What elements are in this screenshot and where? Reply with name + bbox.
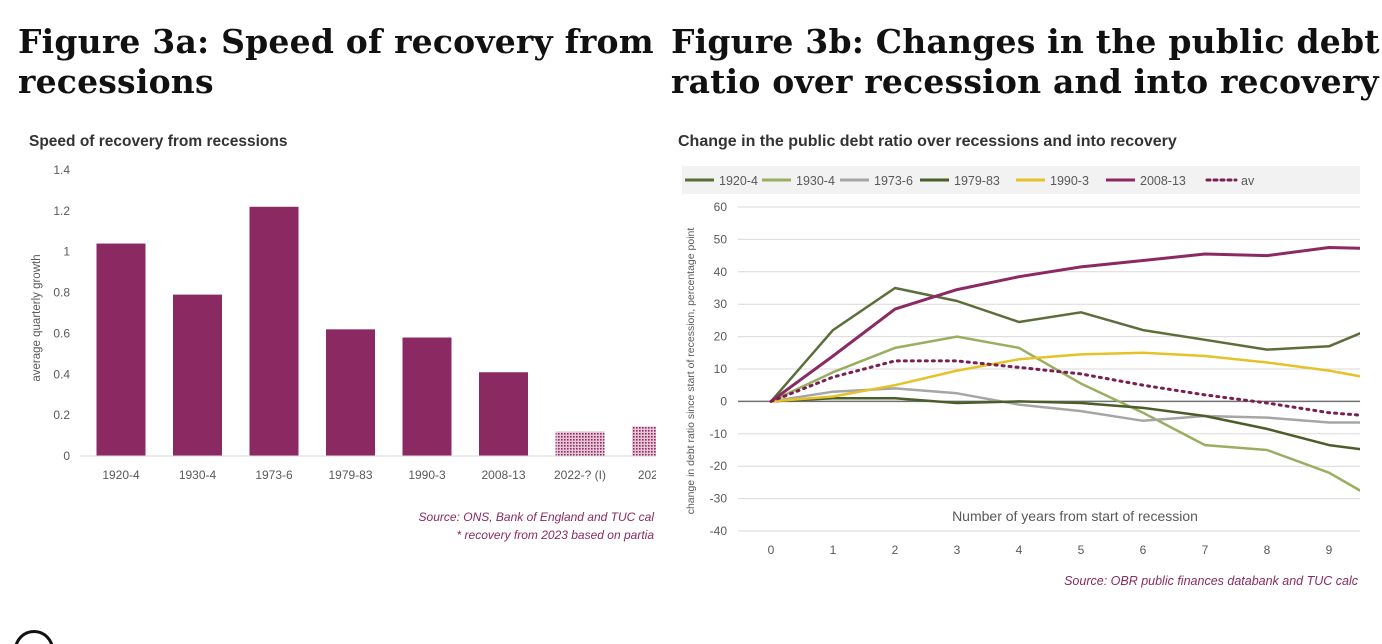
chart-a-bar	[632, 426, 656, 456]
chart-b-ytick-label: 30	[714, 297, 728, 311]
chart-b-ytick-label: 50	[714, 232, 728, 246]
chart-a-xtick-label: 1920-4	[102, 468, 140, 482]
chart-b-legend-label: 1990-3	[1050, 174, 1089, 188]
chart-a-xtick-label: 1930-4	[179, 468, 217, 482]
chart-a-bar	[479, 372, 528, 456]
debt-ratio-line-chart: Change in the public debt ratio over rec…	[678, 133, 1360, 588]
figure-3a-heading: Figure 3a: Speed of recovery from recess…	[18, 22, 654, 102]
chart-b-legend-label: 1920-4	[719, 174, 758, 188]
figure-3b-heading-line2: ratio over recession and into recovery	[671, 62, 1379, 101]
chart-b-xtick-label: 9	[1326, 543, 1333, 557]
chart-b-xtick-label: 5	[1078, 543, 1085, 557]
chart-b-series-line	[770, 286, 1360, 403]
chart-a-ytick-label: 1.2	[53, 204, 70, 218]
chart-b-series-line	[770, 387, 1360, 424]
chart-b-ytick-label: 60	[714, 200, 728, 214]
chart-b-xtick-label: 1	[830, 543, 837, 557]
chart-b-xtick-label: 6	[1140, 543, 1147, 557]
chart-b-xlabel: Number of years from start of recession	[952, 508, 1198, 524]
chart-b-ytick-label: 20	[714, 330, 728, 344]
chart-b-title: Change in the public debt ratio over rec…	[678, 133, 1177, 150]
chart-b-series-line	[770, 396, 1360, 451]
chart-a-ylabel: average quarterly growth	[31, 254, 43, 381]
chart-a-ytick-label: 0.6	[53, 326, 70, 340]
chart-b-ytick-label: 40	[714, 265, 728, 279]
chart-a-bar	[249, 206, 299, 456]
figure-3b-heading-line1: Figure 3b: Changes in the public debt	[671, 22, 1380, 61]
figure-3b-heading: Figure 3b: Changes in the public debt ra…	[671, 22, 1380, 102]
chart-b-ytick-label: -40	[710, 524, 728, 538]
chart-a-ytick-label: 1.4	[53, 163, 70, 177]
chart-a-xtick-label: 1990-3	[408, 468, 446, 482]
chart-a-bar	[402, 337, 452, 456]
chart-b-legend-label: 1973-6	[874, 174, 913, 188]
chart-b-xtick-label: 2	[892, 543, 899, 557]
chart-a-ytick-label: 0.4	[53, 367, 70, 381]
page-corner-mark	[14, 630, 54, 644]
chart-a-title: Speed of recovery from recessions	[29, 133, 287, 150]
chart-a-ytick-label: 0.8	[53, 286, 70, 300]
chart-b-legend-label: 1979-83	[954, 174, 1000, 188]
chart-b-xtick-label: 8	[1264, 543, 1271, 557]
chart-a-bar	[96, 243, 146, 456]
chart-b-legend-label: 2008-13	[1140, 174, 1186, 188]
chart-a-source: Source: ONS, Bank of England and TUC cal	[419, 510, 655, 524]
chart-b-legend-label: 1930-4	[796, 174, 835, 188]
chart-b-series-line	[769, 359, 1360, 417]
chart-a-bar	[326, 329, 375, 456]
figure-3a-heading-line2: recessions	[18, 62, 214, 101]
chart-a-ytick-label: 0	[63, 449, 70, 463]
chart-a-footnote: * recovery from 2023 based on partia	[457, 528, 655, 542]
chart-a-bar	[173, 294, 222, 456]
chart-b-ytick-label: -20	[710, 459, 728, 473]
chart-b-xtick-label: 7	[1202, 543, 1209, 557]
chart-b-ytick-label: -10	[710, 427, 728, 441]
chart-b-series-line	[770, 246, 1360, 403]
chart-b-source: Source: OBR public finances databank and…	[1064, 574, 1359, 588]
chart-b-legend-label: av	[1241, 174, 1255, 188]
chart-a-ytick-label: 0.2	[53, 408, 70, 422]
chart-b-ytick-label: 10	[714, 362, 728, 376]
chart-b-ylabel: change in debt ratio since start of rece…	[685, 228, 697, 515]
chart-a-bar	[555, 431, 605, 456]
chart-b-xtick-label: 0	[768, 543, 775, 557]
chart-a-xtick-label: 1979-83	[328, 468, 372, 482]
chart-a-xtick-label: 2022-? (I)	[554, 468, 606, 482]
chart-b-series-line	[770, 335, 1360, 492]
recovery-speed-bar-chart: Speed of recovery from recessions 0 0.2 0.4…	[29, 133, 656, 542]
chart-b-ytick-label: -30	[710, 492, 728, 506]
chart-b-ytick-label: 0	[720, 394, 727, 408]
chart-a-xtick-label: 2022-?	[638, 468, 656, 482]
chart-b-xtick-label: 3	[954, 543, 961, 557]
chart-a-xtick-label: 1973-6	[255, 468, 293, 482]
chart-b-xtick-label: 4	[1016, 543, 1023, 557]
chart-b-series-line	[770, 351, 1360, 403]
chart-a-xtick-label: 2008-13	[481, 468, 525, 482]
chart-a-ytick-label: 1	[63, 245, 70, 259]
figure-3a-heading-line1: Figure 3a: Speed of recovery from	[18, 22, 654, 61]
